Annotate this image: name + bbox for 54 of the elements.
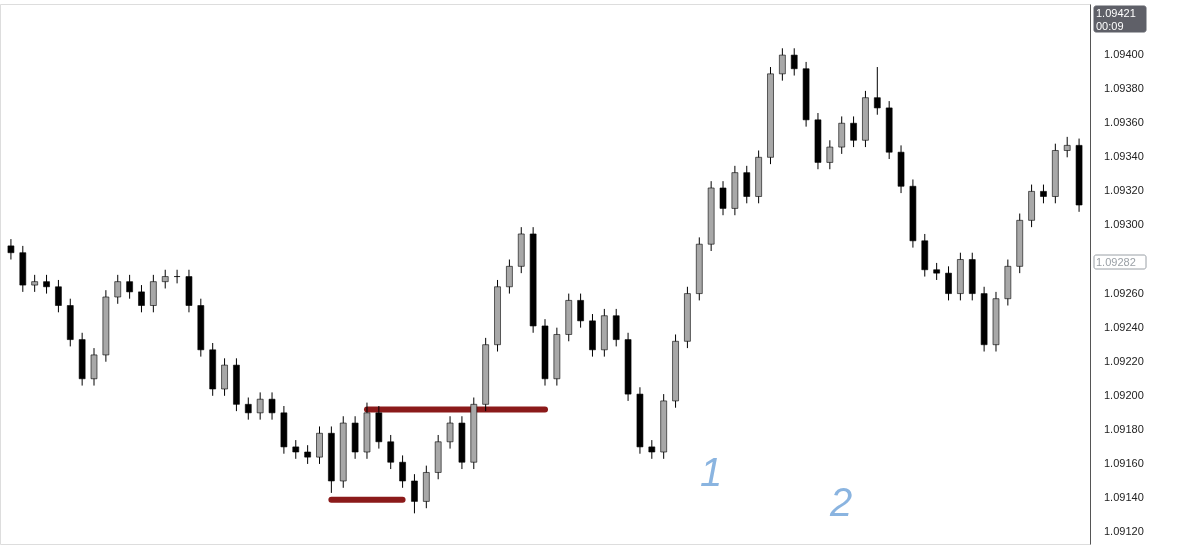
y-tick-label: 1.09240 <box>1104 320 1144 333</box>
y-tick-label: 1.09120 <box>1104 525 1144 538</box>
y-tick-label: 1.09360 <box>1104 116 1144 129</box>
y-tick-label: 1.09160 <box>1104 456 1144 469</box>
candlestick <box>316 425 323 465</box>
candlestick <box>387 434 395 470</box>
candlestick <box>1040 184 1047 204</box>
candlestick <box>577 293 584 329</box>
annotation: 2 <box>829 480 853 524</box>
candlestick <box>446 415 454 450</box>
y-tick-label: 1.09380 <box>1104 82 1144 95</box>
candlestick <box>292 439 300 460</box>
candlestick <box>161 269 169 289</box>
y-tick-label: 1.09200 <box>1104 388 1144 401</box>
candlestick <box>874 66 881 116</box>
y-tick-label: 1.09340 <box>1104 150 1144 163</box>
y-tick-label: 1.09180 <box>1104 422 1144 435</box>
text: 1.09282 <box>1096 256 1136 268</box>
y-tick-label: 1.09140 <box>1104 491 1144 504</box>
candlestick <box>719 180 727 216</box>
candlestick <box>945 265 952 301</box>
candlestick <box>90 347 98 387</box>
y-tick-label: 1.09400 <box>1104 48 1144 61</box>
candlestick <box>304 444 311 465</box>
candlestick <box>43 274 50 295</box>
text: 1.09421 <box>1096 7 1136 19</box>
candlestick <box>506 259 513 295</box>
candlestick <box>138 284 145 313</box>
candlestick <box>399 454 406 489</box>
candlestick <box>411 473 418 514</box>
candlestick <box>838 115 845 155</box>
candlestick <box>779 47 786 82</box>
text: 00:09 <box>1096 20 1124 32</box>
candlestick <box>648 439 656 460</box>
candlestick <box>790 47 798 77</box>
candlestick <box>743 165 751 204</box>
candlestick <box>1063 136 1071 158</box>
y-tick-label: 1.09300 <box>1104 218 1144 231</box>
candlestick <box>7 238 15 261</box>
candlestick <box>126 274 133 300</box>
candlestick <box>114 274 122 305</box>
candlestick <box>268 391 276 421</box>
y-tick-label: 1.09320 <box>1104 184 1144 197</box>
candlestick <box>612 308 620 347</box>
y-tick-label: 1.09220 <box>1104 354 1144 367</box>
candlestick <box>245 397 252 421</box>
candlestick <box>256 391 264 421</box>
candlestick <box>55 279 62 313</box>
y-tick-label: 1.09260 <box>1104 286 1144 299</box>
candlestick <box>826 139 834 170</box>
candlestick <box>221 357 228 397</box>
annotation: 1 <box>700 450 723 494</box>
candlestick <box>150 274 157 313</box>
candlestick <box>850 115 857 148</box>
